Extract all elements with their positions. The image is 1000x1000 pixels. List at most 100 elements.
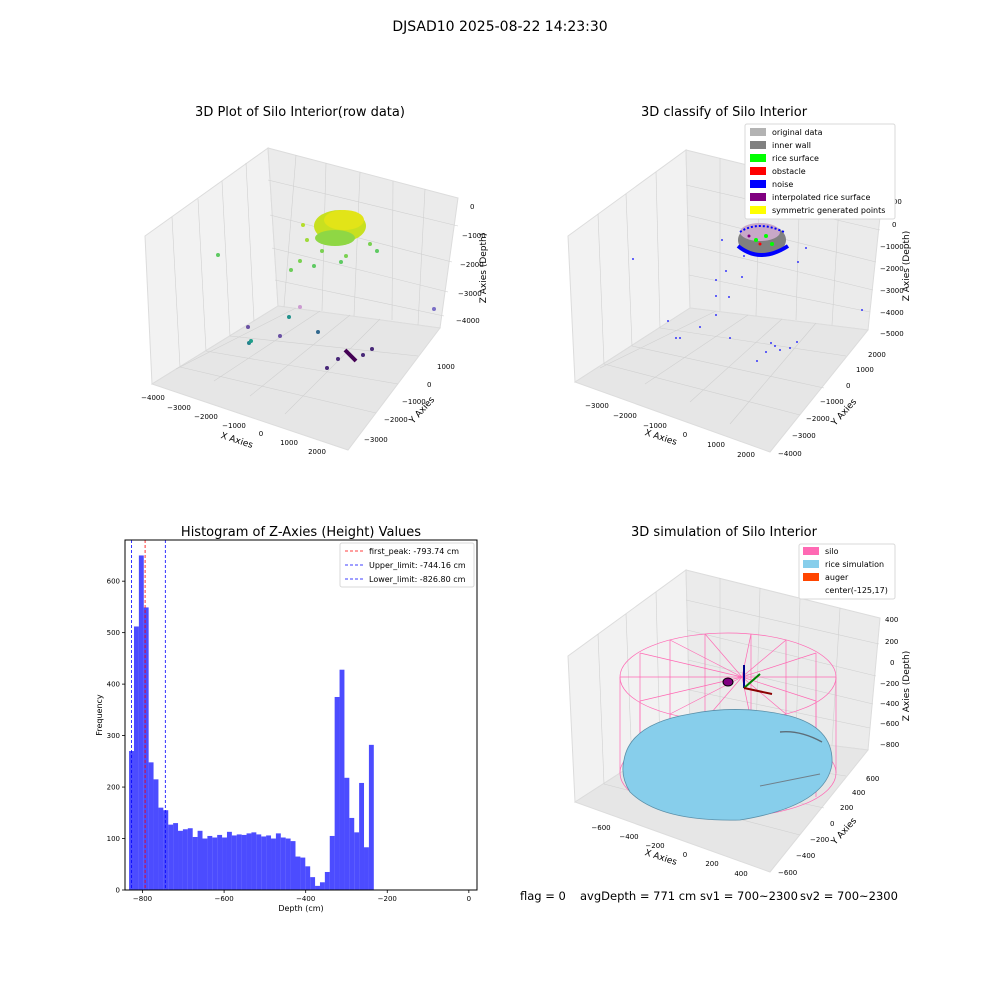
point-streak — [343, 348, 358, 363]
z-axis-label: Z Axies (Depth) — [479, 233, 489, 304]
point — [316, 330, 320, 334]
axes-3d-box: −4000 −3000 −2000 −1000 0 1000 2000 X Ax… — [141, 147, 489, 456]
x-axis-label: X Axies — [643, 428, 678, 448]
histogram-bar — [217, 834, 223, 890]
legend-label: obstacle — [772, 167, 806, 176]
x-ticks: −4000 −3000 −2000 −1000 0 1000 2000 — [141, 394, 326, 456]
z-tick: 200 — [885, 638, 898, 646]
histogram-bar — [359, 782, 365, 890]
legend-label: symmetric generated points — [772, 206, 885, 215]
legend-swatch — [750, 193, 766, 201]
histogram-bar — [271, 838, 276, 890]
x-tick-label: −800 — [133, 895, 152, 903]
y-tick: 600 — [866, 775, 879, 783]
histogram-bar — [226, 831, 232, 890]
histogram-bar — [275, 833, 281, 890]
legend-box — [798, 543, 896, 600]
y-tick: 400 — [852, 789, 865, 797]
histogram-bar — [266, 835, 272, 890]
legend-classify: original data inner wall rice surface ob… — [744, 123, 896, 220]
x-ticks: −600 −400 −200 0 200 400 — [591, 824, 747, 878]
legend-label: inner wall — [772, 141, 811, 150]
legend-label: rice simulation — [825, 560, 884, 569]
auger-axis-x — [743, 687, 773, 695]
noise-ring — [736, 244, 790, 257]
z-tick: −200 — [880, 680, 899, 688]
grid-lines — [171, 154, 459, 415]
legend-swatch — [750, 141, 766, 149]
x-tick: −1000 — [222, 422, 246, 430]
y-tick: −1000 — [820, 398, 844, 406]
point — [289, 268, 293, 272]
y-ticks: −3000 −2000 −1000 0 1000 — [364, 363, 455, 444]
legend-item: interpolated rice surface — [750, 193, 870, 202]
z-tick: −2000 — [460, 261, 484, 269]
histogram-bar — [168, 824, 174, 890]
x-tick-label: −600 — [214, 895, 233, 903]
point — [278, 334, 282, 338]
histogram-bar — [319, 882, 325, 890]
legend-item: auger — [803, 573, 849, 582]
z-tick: −800 — [880, 741, 899, 749]
legend-label: center(-125,17) — [825, 586, 888, 595]
y-ticks: 0 100 200 300 400 500 600 — [107, 578, 125, 895]
panel-classify-3d: 3D classify of Silo Interior −3000 −2000 — [567, 105, 912, 459]
legend-swatch — [750, 167, 766, 175]
z-tick: −1000 — [880, 243, 904, 251]
z-tick: −5000 — [880, 330, 904, 338]
histogram-bar — [364, 847, 369, 890]
panel-title: Histogram of Z-Axies (Height) Values — [181, 525, 421, 540]
point-cluster-rice-edge — [315, 230, 355, 246]
rice-surface — [622, 709, 833, 821]
legend-box — [339, 542, 475, 588]
x-tick: 1000 — [280, 439, 298, 447]
panel-title: 3D classify of Silo Interior — [641, 105, 808, 120]
histogram-bar — [182, 829, 188, 890]
x-tick: 2000 — [737, 451, 755, 459]
rice-surface-point — [754, 238, 758, 242]
z-tick: −400 — [880, 700, 899, 708]
legend-item: Upper_limit: -744.16 cm — [345, 561, 466, 570]
legend-swatch — [803, 560, 819, 568]
z-tick: 0 — [892, 221, 896, 229]
x-tick: 0 — [259, 430, 263, 438]
legend-box — [744, 123, 896, 220]
point — [368, 242, 372, 246]
figure-title: DJSAD10 2025-08-22 14:23:30 — [392, 19, 607, 35]
histogram-bar — [354, 832, 360, 890]
z-tick: −2000 — [880, 265, 904, 273]
point — [305, 238, 309, 242]
rice-surface-ridge — [759, 773, 821, 787]
x-tick-label: 0 — [467, 895, 471, 903]
legend-simulation: silo rice simulation auger center(-125,1… — [798, 543, 896, 600]
histogram-bar — [256, 834, 262, 890]
noise-points — [632, 239, 863, 362]
x-tick: −2000 — [613, 412, 637, 420]
point — [361, 353, 365, 357]
x-tick-label: −200 — [378, 895, 397, 903]
panel-simulation-3d: 3D simulation of Silo Interior −600 −400… — [567, 525, 912, 878]
y-tick-label: 100 — [107, 835, 120, 843]
point — [432, 307, 436, 311]
y-tick-label: 200 — [107, 784, 120, 792]
histogram-bar — [285, 838, 291, 890]
x-tick-label: −400 — [296, 895, 315, 903]
histogram-bar — [241, 834, 247, 890]
legend-label: interpolated rice surface — [772, 193, 870, 202]
x-tick: −1000 — [643, 422, 667, 430]
legend-item: inner wall — [750, 141, 811, 150]
scatter-points-classified — [632, 223, 863, 362]
auger-axis-y — [743, 673, 761, 689]
histogram-bar — [133, 626, 139, 890]
legend-label: original data — [772, 128, 823, 137]
rice-surface-ridge — [779, 731, 823, 743]
y-tick: 1000 — [437, 363, 455, 371]
z-axis-label: Z Axies (Depth) — [902, 651, 912, 722]
legend-label: Upper_limit: -744.16 cm — [369, 561, 466, 570]
panel-title: 3D simulation of Silo Interior — [631, 525, 818, 540]
histogram-bar — [290, 841, 296, 890]
legend-item: first_peak: -793.74 cm — [345, 547, 459, 556]
sv1-text: sv1 = 700~2300 — [700, 889, 798, 903]
z-tick: 0 — [890, 659, 894, 667]
histogram-bar — [231, 835, 237, 890]
